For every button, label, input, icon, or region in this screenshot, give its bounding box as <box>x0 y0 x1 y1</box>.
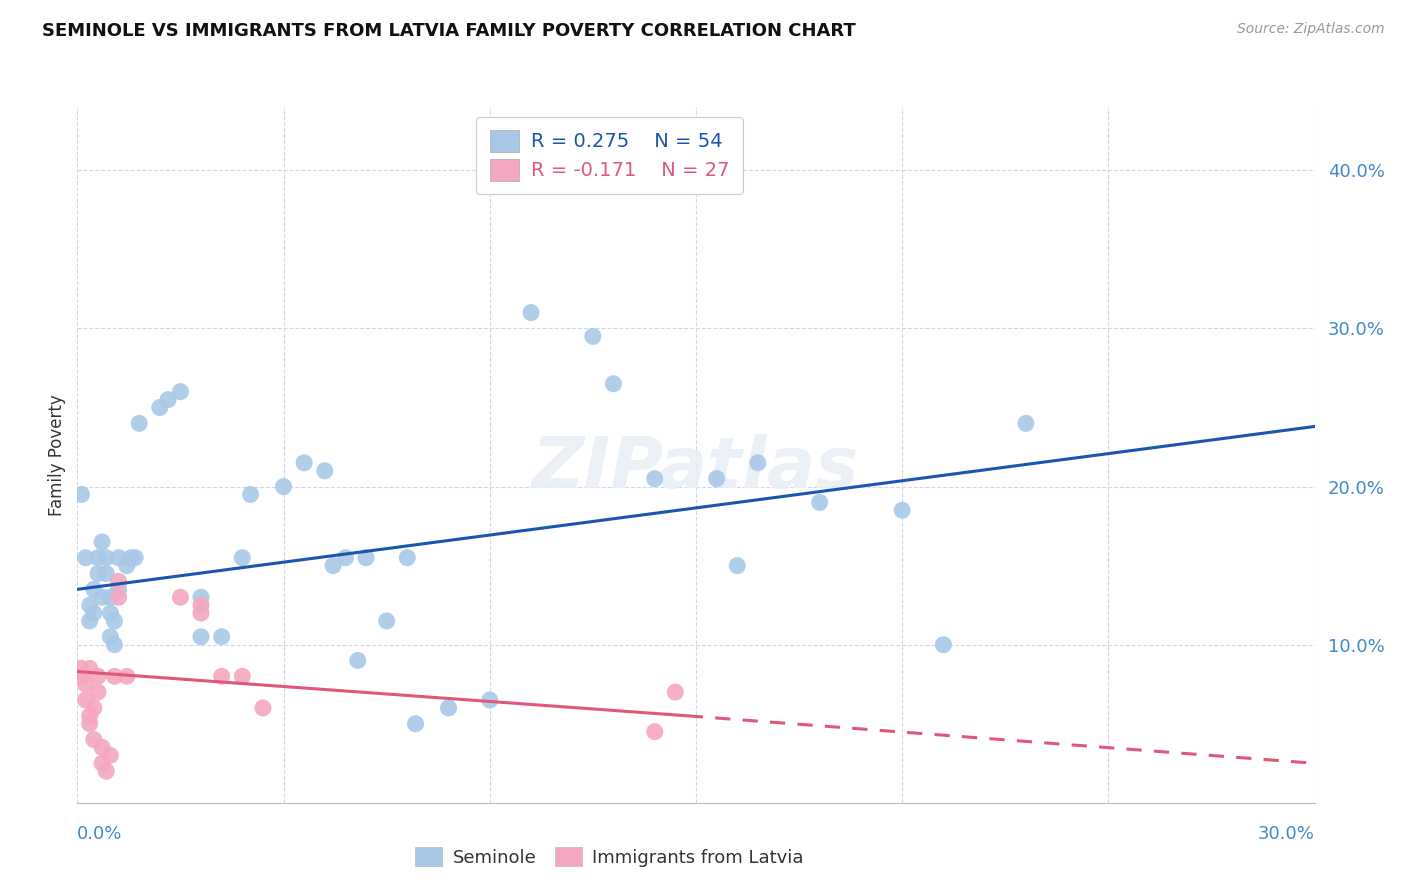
Point <box>103 614 125 628</box>
Point <box>128 417 150 431</box>
Point <box>124 550 146 565</box>
Point <box>70 661 93 675</box>
Legend: Seminole, Immigrants from Latvia: Seminole, Immigrants from Latvia <box>408 840 811 874</box>
Point <box>211 630 233 644</box>
Point <box>190 591 212 605</box>
Point <box>354 550 377 565</box>
Point <box>231 550 253 565</box>
Point <box>79 661 101 675</box>
Point <box>437 701 460 715</box>
Point <box>322 558 344 573</box>
Point <box>83 606 105 620</box>
Point <box>98 630 121 644</box>
Point <box>157 392 180 407</box>
Point <box>79 598 101 612</box>
Point <box>115 558 138 573</box>
Point <box>103 669 125 683</box>
Text: ZIPatlas: ZIPatlas <box>533 434 859 503</box>
Point <box>644 724 666 739</box>
Point <box>314 464 336 478</box>
Point <box>107 574 129 589</box>
Text: 30.0%: 30.0% <box>1258 825 1315 843</box>
Text: 0.0%: 0.0% <box>77 825 122 843</box>
Point <box>582 329 605 343</box>
Point <box>1015 417 1038 431</box>
Point <box>231 669 253 683</box>
Point <box>891 503 914 517</box>
Y-axis label: Family Poverty: Family Poverty <box>48 394 66 516</box>
Point <box>98 748 121 763</box>
Point <box>405 716 427 731</box>
Point <box>75 677 97 691</box>
Point <box>87 685 110 699</box>
Point <box>70 669 93 683</box>
Point <box>103 638 125 652</box>
Point <box>520 305 543 319</box>
Point <box>120 550 142 565</box>
Point <box>664 685 686 699</box>
Point <box>190 598 212 612</box>
Point <box>91 591 114 605</box>
Point <box>87 550 110 565</box>
Point <box>190 630 212 644</box>
Point <box>75 550 97 565</box>
Text: SEMINOLE VS IMMIGRANTS FROM LATVIA FAMILY POVERTY CORRELATION CHART: SEMINOLE VS IMMIGRANTS FROM LATVIA FAMIL… <box>42 22 856 40</box>
Point <box>932 638 955 652</box>
Point <box>87 669 110 683</box>
Point <box>346 653 368 667</box>
Point <box>83 582 105 597</box>
Point <box>75 693 97 707</box>
Point <box>375 614 398 628</box>
Point <box>211 669 233 683</box>
Point <box>169 591 191 605</box>
Point <box>96 566 118 581</box>
Point <box>107 591 129 605</box>
Point <box>169 384 191 399</box>
Point <box>239 487 262 501</box>
Point <box>107 550 129 565</box>
Point <box>602 376 624 391</box>
Point <box>190 606 212 620</box>
Point <box>292 456 315 470</box>
Point <box>115 669 138 683</box>
Point <box>808 495 831 509</box>
Point <box>91 740 114 755</box>
Point <box>91 534 114 549</box>
Point <box>98 606 121 620</box>
Point <box>747 456 769 470</box>
Point <box>725 558 748 573</box>
Point <box>478 693 501 707</box>
Point <box>98 591 121 605</box>
Point <box>706 472 728 486</box>
Point <box>79 716 101 731</box>
Point <box>79 708 101 723</box>
Point <box>335 550 357 565</box>
Point <box>96 764 118 779</box>
Text: Source: ZipAtlas.com: Source: ZipAtlas.com <box>1237 22 1385 37</box>
Point <box>644 472 666 486</box>
Point <box>91 756 114 771</box>
Point <box>83 701 105 715</box>
Point <box>252 701 274 715</box>
Point <box>70 487 93 501</box>
Point <box>273 479 295 493</box>
Point <box>83 732 105 747</box>
Point <box>96 550 118 565</box>
Point <box>87 566 110 581</box>
Point <box>396 550 419 565</box>
Point <box>79 614 101 628</box>
Point <box>107 582 129 597</box>
Point <box>149 401 172 415</box>
